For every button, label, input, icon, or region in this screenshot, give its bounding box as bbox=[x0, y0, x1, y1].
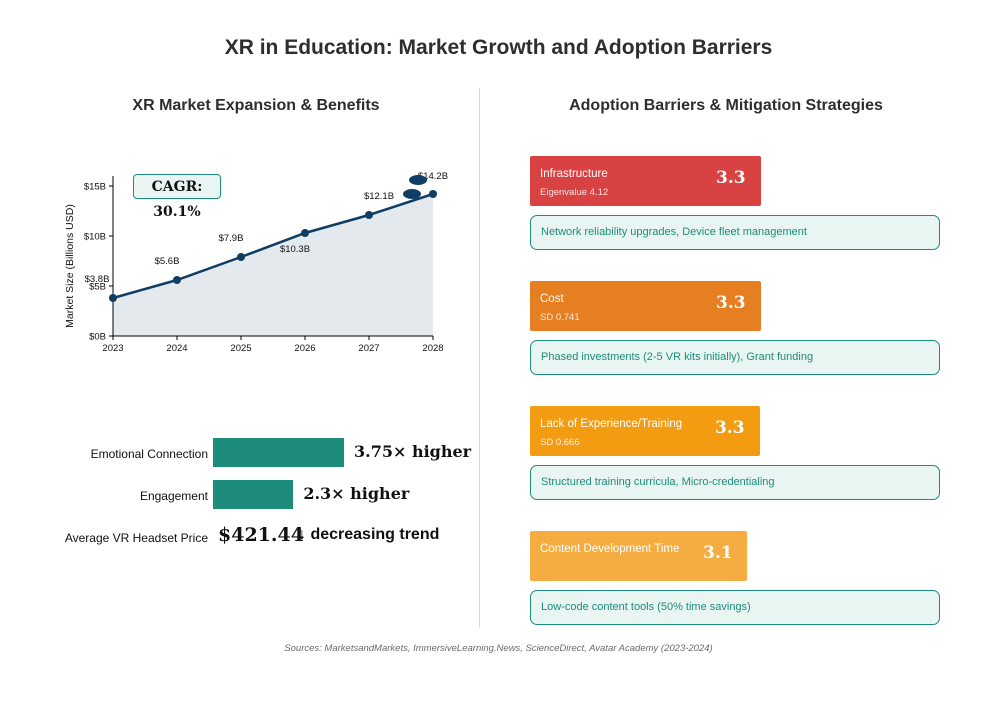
mitigation-text: Low-code content tools (50% time savings… bbox=[541, 601, 751, 613]
x-tick-label: 2024 bbox=[166, 343, 187, 354]
mitigation-card-infrastructure: Network reliability upgrades, Device fle… bbox=[530, 215, 940, 250]
price-label: Average VR Headset Price bbox=[64, 531, 208, 545]
barrier-card-content-development: Content Development Time 3.1 bbox=[530, 531, 747, 581]
barrier-stat: Eigenvalue 4.12 bbox=[540, 187, 609, 198]
market-data-label: $10.3B bbox=[280, 244, 310, 255]
barrier-name: Lack of Experience/Training bbox=[540, 418, 683, 430]
page-title: XR in Education: Market Growth and Adopt… bbox=[224, 36, 773, 59]
market-data-label: $14.2B bbox=[418, 171, 448, 182]
x-tick-label: 2028 bbox=[422, 343, 443, 354]
barrier-score: 3.3 bbox=[716, 293, 746, 313]
market-data-point bbox=[365, 211, 373, 219]
x-tick-label: 2027 bbox=[358, 343, 379, 354]
y-axis-label: Market Size (Billions USD) bbox=[64, 204, 76, 328]
decorative-marker bbox=[409, 175, 427, 185]
barrier-score: 3.1 bbox=[703, 543, 733, 563]
barrier-name: Content Development Time bbox=[540, 543, 680, 555]
y-tick-label: $10B bbox=[84, 232, 106, 243]
mitigation-card-content-development: Low-code content tools (50% time savings… bbox=[530, 590, 940, 625]
barrier-card-infrastructure: Infrastructure Eigenvalue 4.12 3.3 bbox=[530, 156, 761, 206]
benefit-label-emotional: Emotional Connection bbox=[90, 447, 208, 461]
mitigation-card-training: Structured training curricula, Micro-cre… bbox=[530, 465, 940, 500]
left-panel-title: XR Market Expansion & Benefits bbox=[132, 97, 380, 114]
market-data-label: $3.8B bbox=[85, 274, 110, 285]
x-tick-label: 2023 bbox=[102, 343, 123, 354]
barrier-score: 3.3 bbox=[715, 418, 745, 438]
price-trend: ↓ decreasing trend bbox=[298, 526, 440, 543]
x-tick-label: 2025 bbox=[230, 343, 251, 354]
barrier-name: Infrastructure bbox=[540, 168, 608, 180]
market-data-point bbox=[109, 294, 117, 302]
market-area-fill bbox=[113, 194, 433, 336]
barrier-stat: SD 0.741 bbox=[540, 312, 580, 323]
market-data-label: $12.1B bbox=[364, 191, 394, 202]
market-data-label: $5.6B bbox=[155, 256, 180, 267]
benefit-value-emotional: 3.75× higher bbox=[354, 442, 472, 461]
market-data-point bbox=[301, 229, 309, 237]
barrier-card-training: Lack of Experience/Training SD 0.666 3.3 bbox=[530, 406, 760, 456]
market-data-point bbox=[429, 190, 437, 198]
market-data-label: $7.9B bbox=[219, 233, 244, 244]
right-panel-title: Adoption Barriers & Mitigation Strategie… bbox=[569, 97, 883, 114]
cagr-badge: CAGR: 30.1% bbox=[133, 174, 221, 220]
benefit-bar-engagement bbox=[213, 480, 294, 509]
market-data-point bbox=[237, 253, 245, 261]
y-tick-label: $5B bbox=[89, 282, 106, 293]
barrier-card-cost: Cost SD 0.741 3.3 bbox=[530, 281, 761, 331]
barrier-name: Cost bbox=[540, 293, 564, 305]
panel-divider bbox=[479, 88, 480, 628]
benefit-value-engagement: 2.3× higher bbox=[303, 484, 410, 503]
sources-note: Sources: MarketsandMarkets, ImmersiveLea… bbox=[284, 643, 713, 654]
y-tick-label: $0B bbox=[89, 332, 106, 343]
benefit-bar-emotional bbox=[213, 438, 344, 467]
market-data-point bbox=[173, 276, 181, 284]
market-size-line bbox=[112, 192, 434, 300]
mitigation-text: Phased investments (2-5 VR kits initiall… bbox=[541, 351, 814, 363]
mitigation-text: Network reliability upgrades, Device fle… bbox=[541, 226, 807, 238]
barrier-stat: SD 0.666 bbox=[540, 437, 580, 448]
price-value: $421.44 bbox=[218, 524, 304, 546]
x-tick-label: 2026 bbox=[294, 343, 315, 354]
mitigation-card-cost: Phased investments (2-5 VR kits initiall… bbox=[530, 340, 940, 375]
benefit-label-engagement: Engagement bbox=[139, 489, 208, 503]
mitigation-text: Structured training curricula, Micro-cre… bbox=[541, 476, 775, 488]
barrier-score: 3.3 bbox=[716, 168, 746, 188]
y-tick-label: $15B bbox=[84, 182, 106, 193]
decorative-marker bbox=[403, 189, 421, 199]
